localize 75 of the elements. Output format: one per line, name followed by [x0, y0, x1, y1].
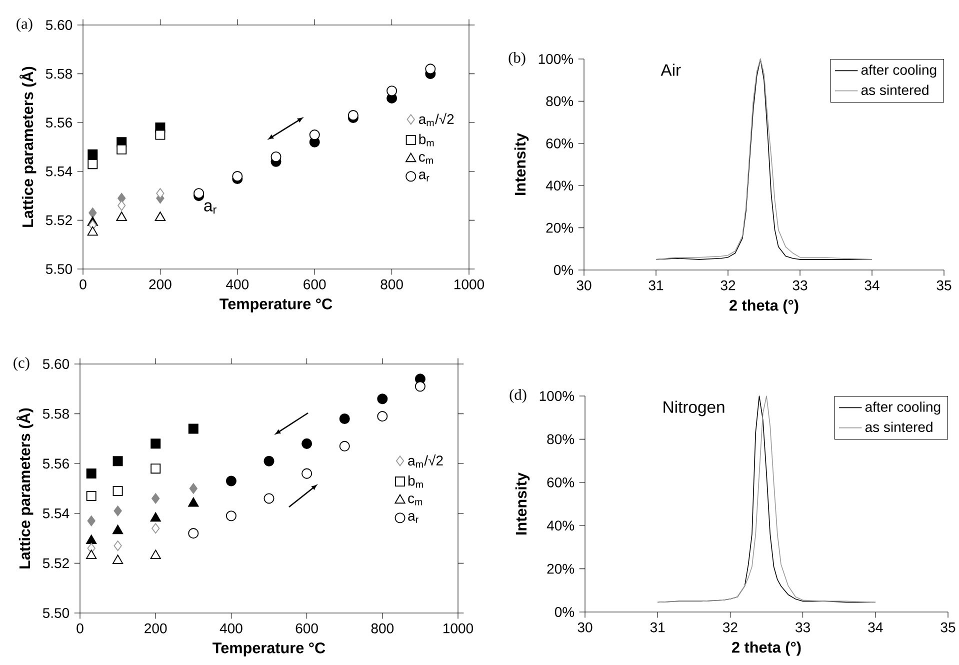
x-tick-label: 30 [578, 622, 592, 632]
x-tick-label: 31 [648, 280, 664, 290]
annotation: Air [660, 64, 681, 76]
y-axis-title: Lattice parameters (Å) [16, 408, 34, 568]
legend-label: a$_{m}$/√2 [418, 112, 454, 126]
x-tick-label: 600 [304, 279, 326, 290]
x-tick-label: 0 [80, 279, 86, 290]
y-tick-label: 60% [546, 138, 574, 148]
x-tick-label: 400 [220, 623, 242, 634]
y-tick-label: 0% [554, 265, 574, 275]
annotation: a$_{r}$ [204, 202, 216, 214]
legend-label: c$_{m}$ [408, 496, 422, 506]
x-tick-label: 32 [722, 622, 738, 632]
x-tick-label: 35 [940, 622, 956, 632]
chart-title: (d) [510, 389, 526, 403]
legend-label: as sintered [865, 422, 932, 432]
legend-label: b$_{m}$ [419, 134, 434, 146]
y-tick-label: 5.54 [42, 508, 70, 518]
legend-label: b$_{m}$ [408, 475, 423, 488]
x-tick-label: 31 [650, 622, 665, 632]
legend-label: c$_{m}$ [418, 154, 433, 164]
legend-label: after cooling [861, 64, 936, 78]
x-tick-label: 800 [380, 279, 403, 290]
y-tick-label: 5.58 [46, 68, 72, 79]
legend-label: as sintered [861, 84, 928, 96]
x-tick-label: 33 [792, 280, 808, 290]
y-tick-label: 40% [546, 180, 574, 191]
annotation: Nitrogen [664, 400, 724, 416]
y-tick-label: 5.58 [42, 408, 69, 419]
chart-title: (a) [16, 18, 32, 32]
chart-title: (c) [14, 357, 30, 371]
y-tick-label: 40% [546, 520, 574, 531]
y-tick-label: 5.50 [46, 264, 72, 274]
legend-label: after cooling [865, 402, 940, 415]
x-axis-title: Temperature °C [220, 298, 332, 312]
x-tick-label: 32 [720, 280, 736, 290]
y-tick-label: 20% [547, 564, 574, 574]
y-tick-label: 60% [547, 477, 574, 488]
x-tick-label: 0 [76, 623, 84, 634]
x-tick-label: 400 [226, 279, 249, 290]
y-tick-label: 20% [546, 222, 574, 233]
y-tick-label: 5.50 [42, 608, 70, 618]
x-tick-label: 34 [868, 622, 883, 632]
y-tick-label: 100% [540, 391, 574, 401]
y-tick-label: 5.56 [46, 118, 72, 128]
x-tick-label: 1000 [444, 623, 474, 634]
legend-label: a$_{r}$ [418, 172, 430, 182]
x-tick-label: 200 [144, 623, 167, 634]
y-tick-label: 5.56 [42, 458, 69, 469]
x-tick-label: 30 [576, 280, 592, 290]
y-tick-label: 80% [547, 434, 574, 444]
x-tick-label: 600 [296, 623, 318, 634]
y-tick-label: 5.60 [46, 20, 72, 30]
y-axis-title: Intensity [514, 133, 529, 195]
legend-label: a$_{m}$/√2 [408, 454, 443, 468]
y-tick-label: 100% [538, 54, 574, 64]
y-tick-label: 5.54 [46, 166, 72, 176]
y-axis-title: Lattice parameters (Å) [20, 66, 36, 227]
x-tick-label: 200 [149, 279, 172, 290]
x-tick-label: 33 [796, 622, 810, 632]
y-tick-label: 5.60 [42, 359, 70, 369]
x-tick-label: 34 [864, 280, 880, 290]
y-tick-label: 5.52 [42, 558, 69, 568]
x-axis-title: 2 theta (°) [730, 299, 798, 314]
x-axis-title: Temperature °C [212, 642, 326, 656]
y-axis-title: Intensity [515, 472, 530, 534]
x-tick-label: 1000 [454, 279, 484, 290]
y-tick-label: 0% [554, 607, 574, 617]
chart-title: (b) [508, 52, 526, 66]
x-axis-title: 2 theta (°) [732, 641, 801, 656]
legend-label: a$_{r}$ [408, 513, 418, 523]
y-tick-label: 5.52 [46, 215, 72, 226]
x-tick-label: 35 [936, 280, 952, 290]
y-tick-label: 80% [546, 96, 574, 106]
x-tick-label: 800 [371, 623, 394, 634]
